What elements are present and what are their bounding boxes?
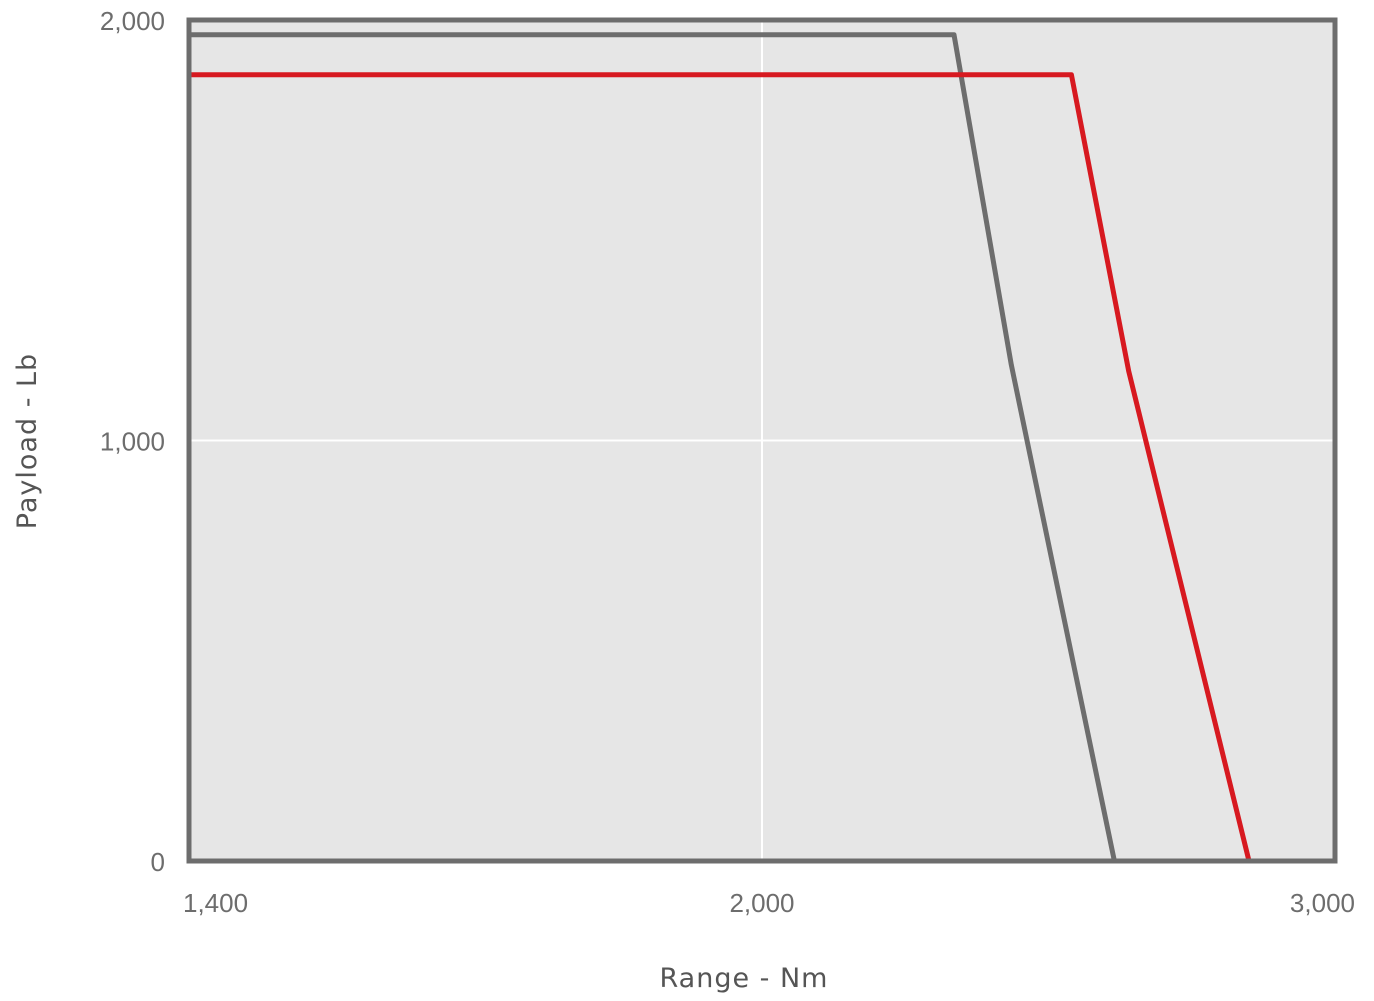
y-tick-labels: 0 1,000 2,000 bbox=[100, 6, 165, 877]
series-lines bbox=[189, 32, 1252, 862]
y-tick-label: 0 bbox=[151, 847, 165, 877]
series-line-2 bbox=[189, 72, 1252, 862]
y-tick-label: 1,000 bbox=[100, 427, 165, 457]
x-tick-label: 3,000 bbox=[1290, 888, 1355, 918]
x-tick-label: 1,400 bbox=[183, 888, 248, 918]
x-tick-labels: 1,400 2,000 3,000 bbox=[183, 888, 1355, 918]
x-axis-title: Range - Nm bbox=[660, 963, 829, 994]
series-line-1 bbox=[189, 32, 1117, 862]
x-tick-label: 2,000 bbox=[729, 888, 794, 918]
plot-frame bbox=[186, 17, 1338, 864]
y-axis-title: Payload - Lb bbox=[12, 353, 43, 529]
y-tick-label: 2,000 bbox=[100, 6, 165, 36]
